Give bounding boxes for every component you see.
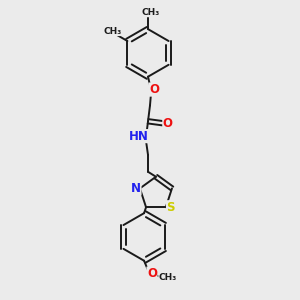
Text: CH₃: CH₃ <box>159 273 177 282</box>
Text: CH₃: CH₃ <box>103 27 122 36</box>
Text: O: O <box>147 267 157 280</box>
Text: S: S <box>167 201 175 214</box>
Text: O: O <box>149 83 159 96</box>
Text: CH₃: CH₃ <box>142 8 160 17</box>
Text: N: N <box>131 182 141 195</box>
Text: O: O <box>163 117 173 130</box>
Text: HN: HN <box>129 130 149 142</box>
